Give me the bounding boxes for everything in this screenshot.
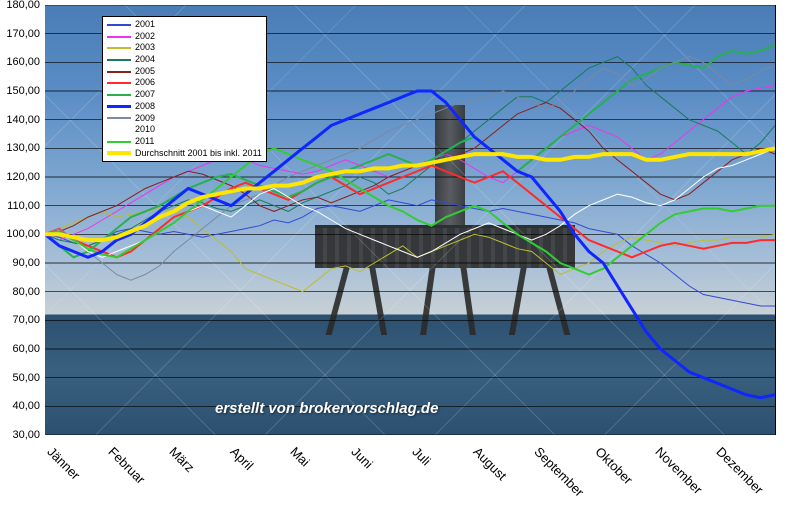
x-tick-label: Oktober	[592, 444, 635, 487]
legend-label: 2002	[135, 31, 155, 43]
legend-label: 2010	[135, 124, 155, 136]
watermark-text: erstellt von brokervorschlag.de	[215, 400, 438, 417]
legend-swatch	[107, 151, 131, 155]
legend-swatch	[107, 141, 131, 143]
x-tick-label: Dezember	[714, 444, 767, 497]
x-tick-label: Juli	[409, 444, 433, 468]
x-tick-label: Mai	[288, 444, 313, 469]
x-tick-label: Juni	[349, 444, 376, 471]
legend-item: 2008	[107, 101, 262, 113]
legend-item: 2009	[107, 113, 262, 125]
y-tick-label: 60,00	[12, 343, 40, 355]
y-axis-labels: 30,0040,0050,0060,0070,0080,0090,00100,0…	[0, 5, 42, 435]
legend-label: 2001	[135, 19, 155, 31]
legend-label: 2004	[135, 54, 155, 66]
legend-swatch	[107, 94, 131, 96]
legend-item: 2011	[107, 136, 262, 148]
legend-swatch	[107, 105, 131, 108]
legend-swatch	[107, 129, 131, 131]
legend-swatch	[107, 59, 131, 61]
y-tick-label: 130,00	[6, 142, 40, 154]
y-tick-label: 160,00	[6, 56, 40, 68]
legend-item: 2002	[107, 31, 262, 43]
x-tick-label: Jänner	[44, 444, 83, 483]
y-tick-label: 80,00	[12, 286, 40, 298]
legend-item: 2010	[107, 124, 262, 136]
y-tick-label: 180,00	[6, 0, 40, 11]
legend-label: 2008	[135, 101, 155, 113]
legend-label: 2011	[135, 136, 154, 148]
legend-label: 2007	[135, 89, 155, 101]
x-tick-label: September	[531, 444, 587, 500]
y-tick-label: 50,00	[12, 372, 40, 384]
legend-item: 2005	[107, 66, 262, 78]
legend-swatch	[107, 36, 131, 38]
legend-swatch	[107, 24, 131, 26]
x-tick-label: August	[470, 444, 509, 483]
y-tick-label: 140,00	[6, 114, 40, 126]
legend-swatch	[107, 71, 131, 73]
x-tick-label: November	[653, 444, 706, 497]
y-tick-label: 170,00	[6, 28, 40, 40]
legend-item: 2004	[107, 54, 262, 66]
legend-label: Durchschnitt 2001 bis inkl. 2011	[135, 148, 262, 160]
x-tick-label: Februar	[105, 444, 148, 487]
legend-item: Durchschnitt 2001 bis inkl. 2011	[107, 148, 262, 160]
legend-label: 2005	[135, 66, 155, 78]
legend-label: 2003	[135, 42, 155, 54]
y-tick-label: 150,00	[6, 85, 40, 97]
y-tick-label: 70,00	[12, 314, 40, 326]
y-tick-label: 110,00	[7, 200, 40, 212]
legend-label: 2009	[135, 113, 155, 125]
legend-item: 2007	[107, 89, 262, 101]
x-tick-label: April	[227, 444, 256, 473]
legend-swatch	[107, 117, 131, 119]
y-tick-label: 120,00	[6, 171, 40, 183]
legend-item: 2006	[107, 77, 262, 89]
legend-swatch	[107, 82, 131, 84]
y-tick-label: 40,00	[12, 400, 40, 412]
legend: 2001200220032004200520062007200820092010…	[102, 16, 267, 162]
y-tick-label: 100,00	[6, 228, 40, 240]
x-axis-labels: Jänner Februar März April Mai Juni Juli August S…	[45, 438, 775, 503]
x-tick-label: März	[166, 444, 197, 475]
legend-label: 2006	[135, 77, 155, 89]
y-tick-label: 90,00	[12, 257, 40, 269]
legend-item: 2003	[107, 42, 262, 54]
legend-item: 2001	[107, 19, 262, 31]
legend-swatch	[107, 47, 131, 49]
y-tick-label: 30,00	[12, 429, 40, 441]
